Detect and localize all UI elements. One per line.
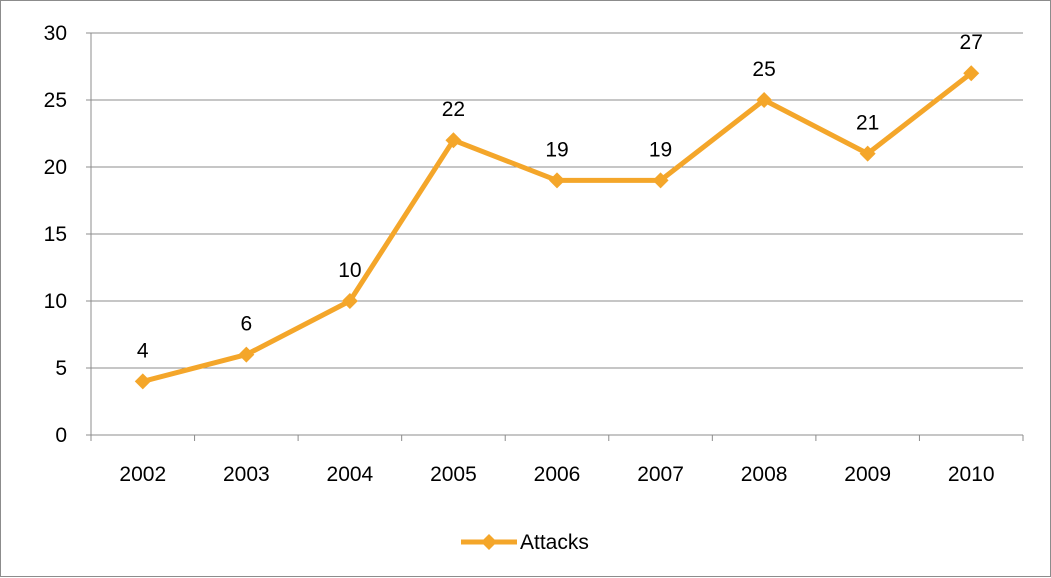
x-tick-label-2006: 2006 [534, 463, 581, 486]
data-point-2004 [341, 293, 358, 309]
x-tick-label-2003: 2003 [223, 463, 270, 486]
gridlines [91, 32, 1023, 369]
y-tick-label-20: 20 [44, 156, 67, 179]
data-point-2006 [549, 172, 565, 189]
x-tick-label-2009: 2009 [844, 463, 891, 486]
y-tick-label-25: 25 [44, 89, 67, 112]
data-point-2009 [859, 145, 876, 162]
x-tick-label-2005: 2005 [430, 463, 477, 486]
x-tick-label-2007: 2007 [637, 463, 684, 486]
data-label-2006: 19 [545, 138, 568, 161]
x-tick-label-2002: 2002 [119, 463, 166, 486]
legend-label-attacks: Attacks [520, 531, 589, 554]
x-tick-label-2010: 2010 [948, 463, 995, 486]
data-point-2003 [238, 346, 255, 363]
data-point-2008 [756, 92, 773, 108]
axes: 0 5 10 15 20 25 30 2002 2003 2004 2005 2006 2007 2008… [44, 22, 1024, 486]
y-tick-label-5: 5 [55, 357, 67, 380]
y-tick-label-15: 15 [44, 223, 67, 246]
data-label-2007: 19 [649, 138, 672, 161]
legend: Attacks [461, 531, 589, 554]
data-point-2007 [652, 172, 669, 189]
y-tick-label-10: 10 [44, 290, 67, 313]
y-tick-label-30: 30 [44, 22, 67, 45]
series-layer [134, 65, 980, 390]
x-tick-label-2004: 2004 [327, 463, 374, 486]
data-label-2009: 21 [856, 112, 879, 135]
x-tick-label-2008: 2008 [741, 463, 788, 486]
data-label-2004: 10 [338, 259, 361, 282]
y-tick-label-0: 0 [55, 424, 67, 447]
data-labels: 4 6 10 22 19 19 25 21 27 [137, 31, 983, 362]
series-line-attacks [142, 71, 973, 384]
data-label-2010: 27 [960, 31, 983, 54]
data-label-2002: 4 [137, 339, 149, 362]
data-label-2005: 22 [442, 98, 465, 121]
legend-marker-attacks [481, 534, 497, 550]
data-point-2010 [963, 65, 980, 82]
data-label-2008: 25 [752, 58, 775, 81]
data-point-2005 [445, 132, 462, 149]
data-point-2002 [134, 373, 151, 390]
data-label-2003: 6 [240, 313, 252, 336]
